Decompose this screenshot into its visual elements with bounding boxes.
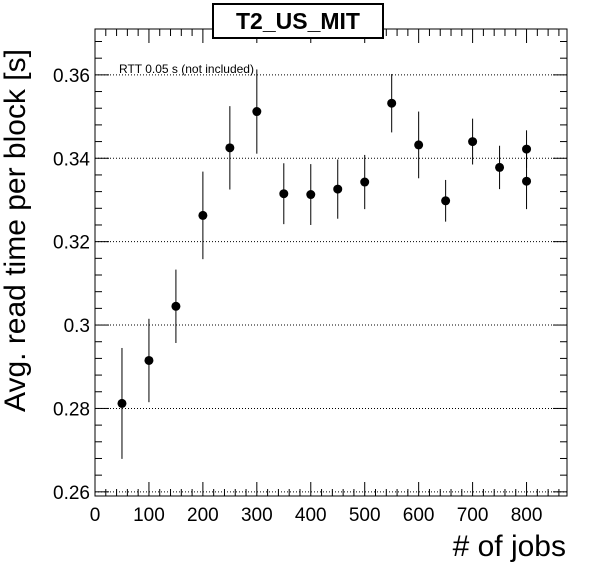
- data-point: [144, 355, 154, 365]
- data-point: [522, 144, 532, 154]
- x-tick-label: 400: [295, 505, 327, 526]
- plot-frame: [94, 28, 568, 497]
- data-point: [279, 189, 289, 199]
- y-tick-label: 0.34: [53, 149, 90, 170]
- axis-ticks: [94, 29, 567, 496]
- data-point: [198, 210, 208, 220]
- data-point: [306, 190, 316, 200]
- y-axis-label: Avg. read time per block [s]: [0, 49, 32, 412]
- data-point: [252, 107, 262, 117]
- x-tick-label: 700: [457, 505, 489, 526]
- data-point: [441, 196, 451, 206]
- y-tick-label: 0.32: [53, 233, 90, 254]
- y-tick-label: 0.28: [53, 399, 90, 420]
- data-points: [117, 69, 532, 459]
- x-tick-label: 100: [133, 505, 165, 526]
- x-tick-label: 500: [349, 505, 381, 526]
- x-tick-label: 800: [511, 505, 543, 526]
- data-point: [360, 177, 370, 187]
- y-tick-label: 0.26: [53, 483, 90, 504]
- data-point: [171, 301, 181, 311]
- data-point: [117, 398, 127, 408]
- data-point: [333, 184, 343, 194]
- chart-title: T2_US_MIT: [236, 8, 360, 34]
- grid-lines: [95, 74, 567, 493]
- tick-labels: 0.26 0.28 0.3 0.32 0.34 0.36 0 100 200 300 400 500 6…: [53, 66, 542, 526]
- annotation-label: RTT 0.05 s (not included): [119, 62, 254, 76]
- data-point: [414, 140, 424, 150]
- x-axis-label: # of jobs: [453, 530, 566, 563]
- x-tick-label: 600: [403, 505, 435, 526]
- x-tick-label: 200: [187, 505, 219, 526]
- y-tick-label: 0.36: [53, 66, 90, 87]
- data-point: [387, 98, 397, 108]
- x-tick-label: 300: [241, 505, 273, 526]
- data-point: [225, 143, 235, 153]
- x-tick-label: 0: [90, 505, 101, 526]
- data-point: [468, 137, 478, 147]
- data-point: [522, 176, 532, 186]
- data-point: [495, 162, 505, 172]
- y-tick-label: 0.3: [64, 316, 90, 337]
- title-box: [212, 3, 384, 39]
